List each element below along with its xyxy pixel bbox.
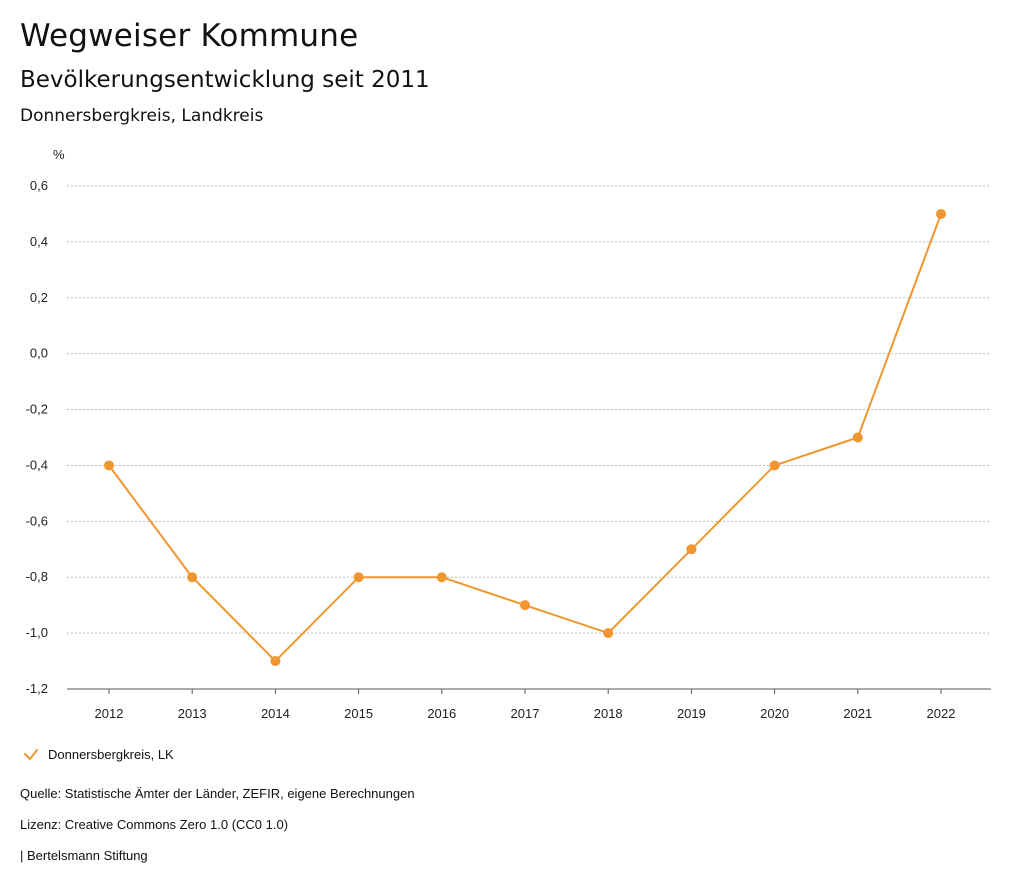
chart-subtitle: Bevölkerungsentwicklung seit 2011 bbox=[20, 67, 430, 93]
x-tick-label: 2014 bbox=[261, 706, 290, 721]
data-point[interactable] bbox=[353, 572, 364, 583]
x-tick-label: 2019 bbox=[677, 706, 706, 721]
y-tick-label: -0,4 bbox=[26, 457, 48, 472]
data-point[interactable] bbox=[936, 208, 946, 219]
x-tick-label: 2017 bbox=[511, 706, 540, 721]
data-point[interactable] bbox=[769, 460, 780, 471]
y-tick-label: -0,2 bbox=[26, 402, 48, 417]
x-tick-label: 2018 bbox=[594, 706, 623, 721]
data-point[interactable] bbox=[603, 628, 614, 639]
publisher-note: | Bertelsmann Stiftung bbox=[20, 848, 148, 863]
legend-item-label: Donnersbergkreis, LK bbox=[48, 746, 174, 762]
x-tick-label: 2016 bbox=[427, 706, 456, 721]
y-tick-label: 0,2 bbox=[30, 290, 48, 305]
data-point[interactable] bbox=[104, 460, 114, 471]
y-tick-label: 0,4 bbox=[30, 234, 48, 249]
x-tick-label: 2022 bbox=[927, 706, 956, 721]
series-line bbox=[108, 213, 942, 663]
data-point[interactable] bbox=[520, 600, 530, 611]
data-point[interactable] bbox=[436, 572, 447, 583]
y-tick-label: -0,8 bbox=[26, 569, 48, 584]
x-tick-label: 2021 bbox=[843, 706, 872, 721]
y-tick-label: -0,6 bbox=[26, 513, 48, 528]
source-note: Quelle: Statistische Ämter der Länder, Z… bbox=[20, 786, 415, 801]
y-tick-label: -1,2 bbox=[26, 681, 48, 696]
legend[interactable]: Donnersbergkreis, LK bbox=[20, 744, 174, 764]
license-note: Lizenz: Creative Commons Zero 1.0 (CC0 1… bbox=[20, 817, 289, 832]
x-tick-label: 2013 bbox=[178, 706, 207, 721]
region-label: Donnersbergkreis, Landkreis bbox=[20, 106, 264, 126]
y-axis-unit-label: % bbox=[53, 147, 65, 162]
y-tick-label: -1,0 bbox=[26, 625, 48, 640]
line-chart: % 0,6 0,4 0,2 0,0 -0,2 -0,4 -0,6 -0,8 -1,0 -1,2 2… bbox=[26, 147, 991, 721]
y-tick-label: 0,0 bbox=[30, 346, 48, 361]
data-point[interactable] bbox=[852, 432, 863, 443]
y-tick-label: 0,6 bbox=[30, 178, 48, 193]
page-title: Wegweiser Kommune bbox=[20, 18, 359, 54]
data-point[interactable] bbox=[270, 656, 281, 667]
data-point[interactable] bbox=[187, 572, 198, 583]
check-icon bbox=[24, 749, 38, 760]
x-tick-label: 2020 bbox=[760, 706, 789, 721]
data-point[interactable] bbox=[686, 544, 697, 555]
x-tick-label: 2012 bbox=[95, 706, 124, 721]
x-tick-label: 2015 bbox=[344, 706, 373, 721]
